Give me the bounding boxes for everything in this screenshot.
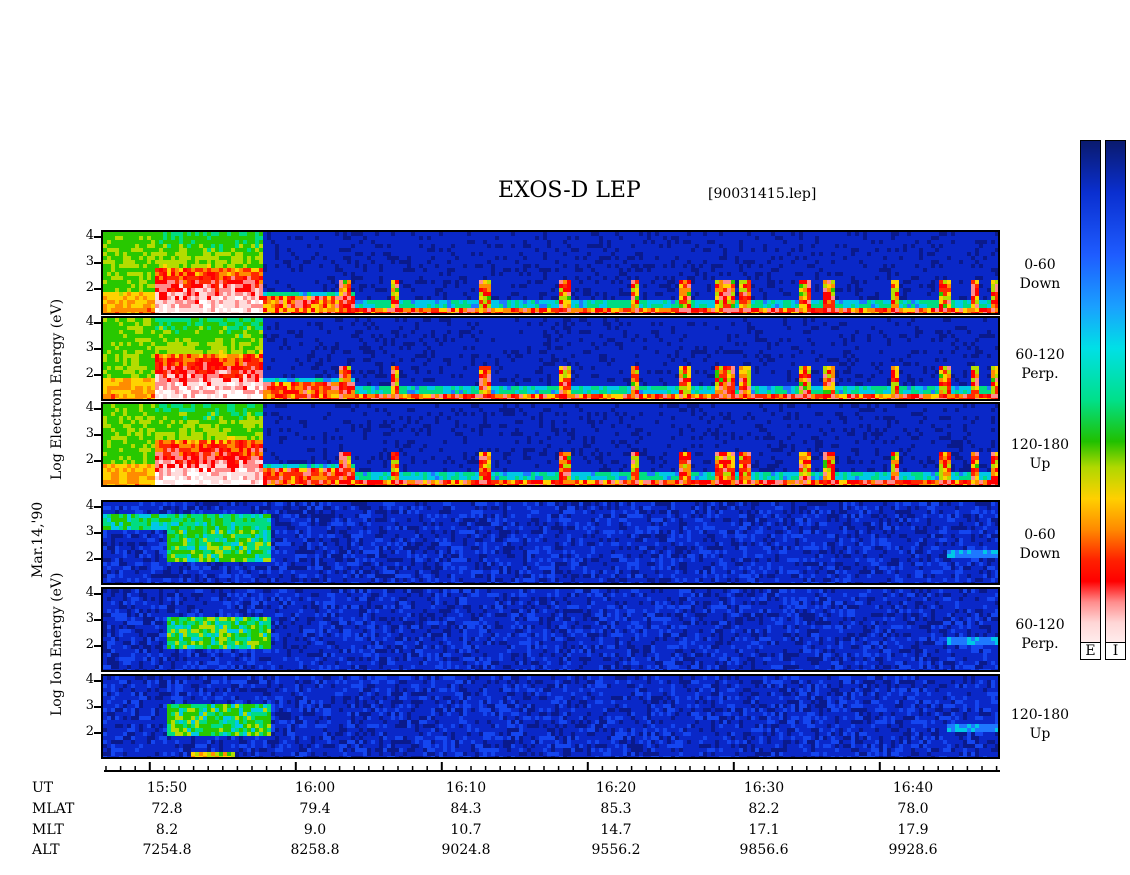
y-tick-label: 4: [80, 400, 94, 415]
y-tick-label: 3: [80, 698, 94, 713]
electron-up-label: 120-180 Up: [1005, 436, 1075, 474]
electron-colorbar: [1080, 140, 1101, 660]
orbit-cell: 15:50: [127, 780, 207, 796]
chart-title: EXOS-D LEP: [498, 178, 641, 203]
ion-ylabel: Log Ion Energy (eV): [49, 573, 65, 716]
y-tick-mark: [94, 262, 101, 264]
orbit-cell: 9928.6: [873, 842, 953, 858]
orbit-cell: 84.3: [426, 801, 506, 817]
y-tick-mark: [94, 558, 101, 560]
orbit-cell: 9556.2: [576, 842, 656, 858]
y-tick-label: 2: [80, 724, 94, 739]
y-tick-mark: [94, 680, 101, 682]
orbit-cell: 16:10: [426, 780, 506, 796]
ion-up-label: 120-180 Up: [1005, 706, 1075, 744]
orbit-cell: 17.1: [724, 822, 804, 838]
electron-spectrogram-cells: [103, 232, 998, 313]
y-tick-mark: [94, 506, 101, 508]
orbit-cell: 7254.8: [127, 842, 207, 858]
y-tick-mark: [94, 348, 101, 350]
orbit-cell: 16:00: [275, 780, 355, 796]
orbit-cell: 9024.8: [426, 842, 506, 858]
x-axis-ticks: [105, 762, 998, 772]
electron-spectrogram-cells: [103, 404, 998, 485]
y-tick-label: 4: [80, 314, 94, 329]
y-tick-label: 4: [80, 672, 94, 687]
y-tick-label: 3: [80, 340, 94, 355]
y-tick-label: 4: [80, 585, 94, 600]
y-tick-label: 2: [80, 550, 94, 565]
orbit-cell: 8.2: [127, 822, 207, 838]
orbit-cell: 16:20: [576, 780, 656, 796]
orbit-cell: 72.8: [127, 801, 207, 817]
y-tick-mark: [94, 236, 101, 238]
y-tick-mark: [94, 732, 101, 734]
y-tick-mark: [94, 288, 101, 290]
y-tick-label: 3: [80, 426, 94, 441]
ion-panel-down: [101, 500, 1000, 585]
electron-panel-up: [101, 402, 1000, 487]
ion-spectrogram-cells: [103, 502, 998, 583]
ion-spectrogram-cells: [103, 676, 998, 757]
y-tick-mark: [94, 706, 101, 708]
electron-panel-down: [101, 230, 1000, 315]
orbit-row-name: UT: [32, 780, 53, 796]
orbit-cell: 16:40: [873, 780, 953, 796]
y-tick-mark: [94, 408, 101, 410]
y-tick-mark: [94, 593, 101, 595]
ion-down-label: 0-60 Down: [1005, 526, 1075, 564]
y-tick-label: 4: [80, 498, 94, 513]
ion-colorbar: [1105, 140, 1126, 660]
orbit-row-name: MLT: [32, 822, 64, 838]
orbit-cell: 16:30: [724, 780, 804, 796]
orbit-cell: 9856.6: [724, 842, 804, 858]
y-tick-mark: [94, 619, 101, 621]
date-label: Mar.14,'90: [30, 502, 46, 578]
y-tick-mark: [94, 532, 101, 534]
orbit-cell: 8258.8: [275, 842, 355, 858]
x-axis-line: [104, 770, 1000, 772]
electron-colorbar-label: E: [1080, 642, 1101, 660]
ion-perp-label: 60-120 Perp.: [1005, 616, 1075, 654]
orbit-cell: 82.2: [724, 801, 804, 817]
electron-ylabel: Log Electron Energy (eV): [49, 299, 65, 480]
orbit-cell: 78.0: [873, 801, 953, 817]
orbit-cell: 14.7: [576, 822, 656, 838]
orbit-cell: 79.4: [275, 801, 355, 817]
electron-spectrogram-cells: [103, 318, 998, 399]
y-tick-label: 2: [80, 366, 94, 381]
ion-spectrogram-cells: [103, 589, 998, 670]
electron-panel-perp: [101, 316, 1000, 401]
file-label: [90031415.lep]: [708, 186, 816, 202]
ion-panel-up: [101, 674, 1000, 759]
y-tick-label: 3: [80, 611, 94, 626]
orbit-row-name: ALT: [32, 842, 60, 858]
y-tick-label: 2: [80, 452, 94, 467]
orbit-cell: 85.3: [576, 801, 656, 817]
y-tick-mark: [94, 434, 101, 436]
y-tick-mark: [94, 645, 101, 647]
orbit-cell: 17.9: [873, 822, 953, 838]
orbit-cell: 10.7: [426, 822, 506, 838]
ion-colorbar-label: I: [1105, 642, 1126, 660]
y-tick-label: 3: [80, 254, 94, 269]
ion-panel-perp: [101, 587, 1000, 672]
electron-perp-label: 60-120 Perp.: [1005, 346, 1075, 384]
y-tick-label: 2: [80, 280, 94, 295]
y-tick-label: 3: [80, 524, 94, 539]
electron-down-label: 0-60 Down: [1005, 256, 1075, 294]
y-tick-mark: [94, 374, 101, 376]
y-tick-mark: [94, 322, 101, 324]
y-tick-label: 4: [80, 228, 94, 243]
y-tick-mark: [94, 460, 101, 462]
y-tick-label: 2: [80, 637, 94, 652]
orbit-cell: 9.0: [275, 822, 355, 838]
orbit-row-name: MLAT: [32, 801, 74, 817]
